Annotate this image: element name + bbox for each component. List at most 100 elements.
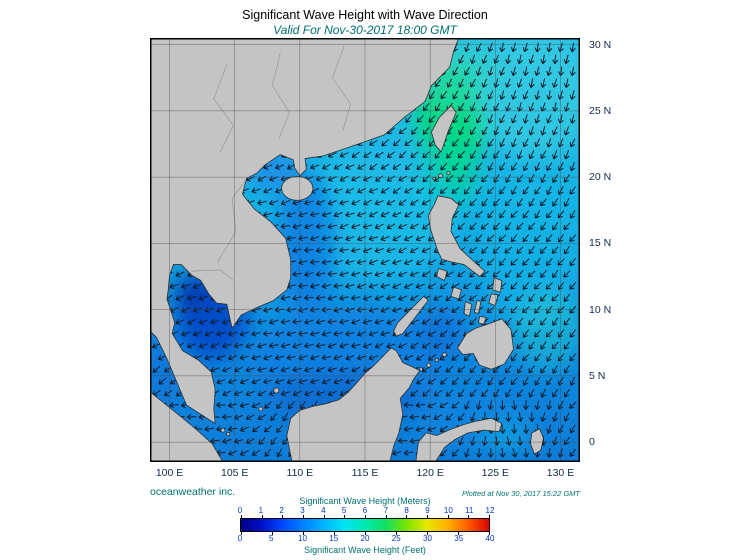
feet-tick-label: 15 (329, 534, 339, 543)
meters-tick-label: 1 (258, 506, 264, 515)
sulu-islands (419, 367, 424, 372)
credit: oceanweather inc. (150, 486, 236, 498)
meters-tick-mark (447, 515, 449, 519)
palawan-island (393, 295, 429, 337)
meters-tick-mark (282, 515, 284, 519)
riau-islands (226, 432, 231, 437)
grid-lines (150, 38, 580, 462)
country-borders (191, 45, 351, 281)
lon-tick-label: 130 E (546, 467, 575, 479)
feet-tick-mark (396, 531, 397, 535)
meters-tick-mark (323, 515, 325, 519)
meters-tick-mark (489, 515, 490, 519)
meters-tick-mark (303, 515, 304, 519)
sulu-islands (442, 352, 447, 358)
land-layer (150, 38, 544, 462)
meters-tick-mark (261, 515, 263, 519)
lon-tick-label: 125 E (481, 467, 510, 479)
feet-tick-mark (458, 531, 459, 535)
anambas-island (258, 406, 264, 412)
feet-tick-mark (272, 531, 273, 535)
feet-tick-label: 0 (237, 534, 243, 543)
feet-tick-mark (303, 531, 304, 535)
map-svg (150, 38, 580, 462)
meters-tick-label: 11 (465, 506, 474, 515)
meters-tick-mark (385, 515, 387, 519)
lon-tick-label: 120 E (416, 467, 444, 479)
meters-tick-label: 9 (425, 506, 430, 515)
lat-tick-label: 15 N (589, 237, 612, 250)
babuyan-islands (446, 171, 451, 176)
meters-tick-label: 0 (237, 506, 243, 515)
meters-tick-label: 8 (404, 506, 409, 515)
meters-tick-mark (427, 515, 428, 519)
halmahera-island (530, 428, 544, 455)
lat-tick-label: 20 N (589, 171, 612, 184)
lat-tick-label: 25 N (589, 104, 612, 117)
samar-island (492, 277, 503, 293)
lon-tick-label: 105 E (220, 467, 249, 479)
sulu-islands (434, 357, 439, 363)
meters-tick-mark (468, 515, 470, 519)
hainan-island (281, 176, 314, 201)
feet-tick-label: 40 (485, 534, 495, 543)
feet-tick-label: 10 (298, 534, 307, 543)
lat-tick-label: 0 (589, 436, 595, 449)
plotted-at: Plotted at Nov 30, 2017 15:22 GMT (462, 489, 580, 498)
lon-tick-label: 115 E (351, 467, 379, 479)
feet-tick-mark (427, 531, 428, 535)
feet-tick-label: 20 (360, 534, 370, 543)
taiwan-island (431, 105, 457, 153)
page-title: Significant Wave Height with Wave Direct… (242, 8, 488, 22)
meters-tick-label: 10 (443, 506, 453, 515)
lon-tick-label: 110 E (286, 467, 314, 479)
map-border (150, 38, 580, 462)
colorbar-meters-row: 0 1 2 3 4 5 6 7 8 9 10 11 12 (237, 506, 495, 516)
mainland-asia (150, 38, 460, 424)
panay-island (450, 286, 462, 300)
feet-tick-mark (334, 531, 335, 535)
lon-tick-label: 100 E (155, 467, 184, 479)
feet-tick-label: 35 (454, 534, 464, 543)
mindanao-island (457, 318, 514, 370)
meters-tick-mark (406, 515, 408, 519)
meters-tick-label: 12 (485, 506, 495, 515)
borneo-island (286, 347, 421, 462)
sumatra-island (150, 391, 224, 462)
babuyan-islands (438, 173, 443, 179)
feet-tick-label: 25 (391, 534, 401, 543)
meters-tick-label: 5 (341, 506, 347, 515)
meters-tick-mark (365, 515, 366, 519)
meters-tick-label: 3 (300, 506, 305, 515)
mindoro-island (436, 268, 448, 281)
colorbar-feet-row: 0 5 10 15 20 25 30 35 40 (237, 534, 495, 544)
feet-tick-mark (489, 531, 490, 535)
sulawesi-island (415, 417, 503, 462)
meters-tick-label: 7 (383, 506, 389, 515)
feet-tick-label: 30 (423, 534, 432, 543)
colorbar-title-meters: Significant Wave Height (Meters) (299, 496, 431, 506)
babuyan-islands (432, 176, 436, 181)
feet-tick-mark (241, 531, 242, 535)
sulu-islands (426, 362, 432, 368)
feet-tick-label: 5 (269, 534, 274, 543)
meters-tick-mark (241, 515, 242, 519)
natuna-island (273, 387, 280, 394)
colorbar-gradient-bar (240, 515, 490, 535)
wave-map: 100 E 105 E 110 E 115 E 120 E 125 E 130 E 30 N 2… (150, 38, 611, 479)
valid-time-subtitle: Valid For Nov-30-2017 18:00 GMT (273, 23, 457, 37)
meters-tick-label: 4 (321, 506, 326, 515)
bohol-island (477, 315, 487, 325)
feet-tick-mark (365, 531, 366, 535)
riau-islands (220, 427, 226, 433)
lat-tick-label: 30 N (589, 38, 612, 51)
lat-tick-label: 5 N (589, 369, 606, 382)
lat-tick-label: 10 N (589, 303, 612, 316)
meters-tick-label: 2 (279, 506, 284, 515)
meters-tick-mark (344, 515, 346, 519)
cebu-island (474, 299, 482, 314)
meters-tick-label: 6 (362, 506, 368, 515)
colorbar-title-feet: Significant Wave Height (Feet) (304, 545, 426, 555)
